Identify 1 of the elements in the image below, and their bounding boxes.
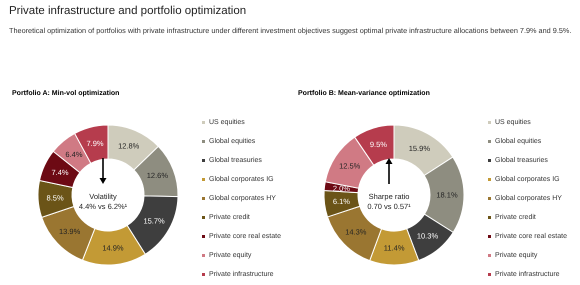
text: Private infrastructure and portfolio optimization: [9, 5, 246, 17]
